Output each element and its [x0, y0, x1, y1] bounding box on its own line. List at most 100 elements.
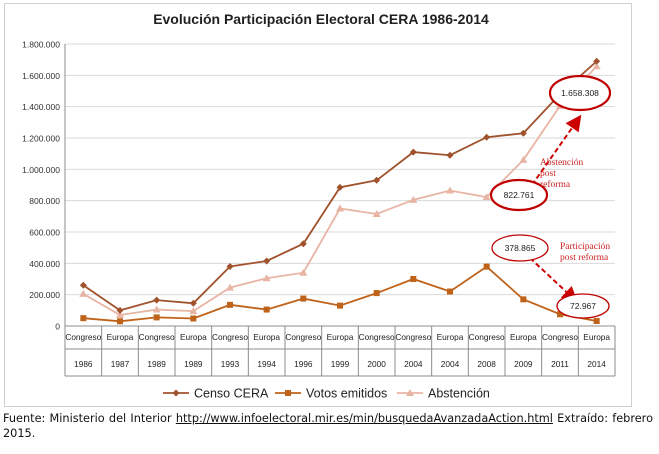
series-abstenci-n: [79, 62, 601, 319]
y-tick-label: 800.000: [29, 196, 60, 206]
label-abst-2014: 1.658.308: [548, 74, 612, 112]
data-point-triangle: [79, 289, 88, 297]
y-tick-label: 0: [55, 322, 60, 332]
category-type-label: Europa: [107, 332, 134, 342]
category-type-label: Congreso: [395, 332, 431, 342]
category-year-label: 1999: [331, 359, 350, 369]
category-type-label: Congreso: [542, 332, 578, 342]
data-point-square: [373, 290, 380, 297]
data-point-triangle: [262, 274, 271, 282]
highlight-value: 72.967: [570, 301, 596, 311]
data-point-diamond: [116, 306, 124, 314]
chart-title: Evolución Participación Electoral CERA 1…: [153, 11, 489, 27]
legend: Censo CERA Votos emitidos Abstención: [163, 387, 490, 401]
chart: Evolución Participación Electoral CERA 1…: [22, 11, 616, 401]
highlight-circle: [548, 74, 612, 112]
source-note: Fuente: Ministerio del Interior http://w…: [3, 411, 653, 441]
category-year-label: 1986: [74, 359, 93, 369]
data-point-diamond: [172, 389, 180, 397]
y-tick-label: 400.000: [29, 259, 60, 269]
data-point-triangle: [482, 193, 491, 201]
data-point-square: [593, 317, 600, 324]
highlight-circle: [556, 293, 610, 319]
category-type-label: Europa: [180, 332, 207, 342]
y-tick-label: 1.400.000: [22, 102, 60, 112]
data-point-triangle: [372, 209, 381, 217]
label-votos-2014: 72.967: [556, 293, 610, 319]
category-year-label: 2004: [404, 359, 423, 369]
data-point-square: [483, 263, 490, 270]
category-year-label: 2014: [587, 359, 606, 369]
category-year-label: 1994: [257, 359, 276, 369]
data-point-triangle: [299, 268, 308, 276]
series-line: [83, 265, 597, 323]
data-point-square: [337, 302, 343, 309]
category-type-label: Europa: [327, 332, 354, 342]
note-line: reforma: [540, 179, 571, 190]
chart-frame: Evolución Participación Electoral CERA 1…: [4, 3, 632, 407]
data-point-diamond: [409, 148, 417, 156]
y-tick-label: 1.600.000: [22, 71, 60, 81]
category-year-label: 2008: [477, 359, 496, 369]
category-type-label: Europa: [253, 332, 280, 342]
category-type-label: Europa: [583, 332, 610, 342]
note-line: Abstención: [540, 158, 584, 168]
data-point-square: [153, 314, 160, 321]
label-abst-2008: 822.761: [489, 178, 549, 212]
legend-label: Votos emitidos: [306, 387, 387, 401]
data-point-triangle: [519, 155, 528, 163]
data-point-square: [227, 301, 233, 308]
highlight-value: 822.761: [504, 190, 535, 200]
highlight-value: 1.658.308: [561, 88, 599, 98]
data-point-diamond: [446, 151, 454, 159]
data-point-square: [285, 390, 291, 396]
data-point-square: [557, 311, 563, 318]
participation-note: Participación post reforma: [560, 242, 610, 263]
category-type-label: Congreso: [359, 332, 395, 342]
highlight-circle: [491, 234, 549, 262]
highlight-value: 378.865: [505, 243, 536, 253]
data-point-triangle: [336, 204, 344, 212]
category-type-label: Congreso: [65, 332, 101, 342]
category-year-label: 2011: [551, 359, 569, 369]
label-votos-2008: 378.865: [491, 234, 549, 262]
legend-item-votos-emitidos: Votos emitidos: [275, 387, 387, 401]
y-tick-label: 1.800.000: [22, 40, 60, 50]
abstention-arrow: [531, 114, 582, 186]
data-point-triangle: [446, 186, 454, 194]
series-votos-emitidos: [80, 263, 600, 325]
legend-item-abstenci-n: Abstención: [397, 387, 490, 401]
data-point-diamond: [483, 133, 491, 141]
data-point-triangle: [592, 62, 601, 70]
data-point-triangle: [226, 283, 234, 291]
data-point-square: [410, 276, 417, 282]
source-suffix: Extraído: febrero 2015.: [3, 412, 653, 440]
y-tick-label: 600.000: [29, 228, 60, 238]
category-type-label: Europa: [510, 332, 537, 342]
data-point-square: [117, 318, 123, 325]
data-point-diamond: [519, 129, 527, 137]
category-year-label: 1993: [221, 359, 240, 369]
legend-label: Abstención: [428, 387, 490, 401]
data-point-diamond: [189, 299, 197, 307]
data-point-square: [300, 295, 307, 302]
note-line: post reforma: [560, 252, 609, 263]
category-year-label: 2009: [514, 359, 533, 369]
source-link[interactable]: http://www.infoelectoral.mir.es/min/busq…: [175, 412, 553, 425]
category-type-label: Congreso: [139, 332, 175, 342]
data-point-square: [263, 306, 270, 313]
highlight-circle: [489, 178, 549, 212]
data-point-triangle: [152, 305, 161, 313]
abstention-note: Abstención post reforma: [540, 158, 584, 190]
y-axis-ticks: 0 200.000 400.000 600.000 800.000 1.000.000 1.…: [22, 40, 60, 332]
gridlines: [64, 43, 615, 327]
data-point-triangle: [409, 195, 418, 203]
data-point-diamond: [263, 257, 271, 265]
category-type-label: Congreso: [212, 332, 248, 342]
note-line: post: [540, 169, 556, 179]
data-point-diamond: [593, 57, 601, 65]
x-axis-categories: Congreso 1986 Europa 1987 Congreso 1989 Europa…: [64, 326, 616, 377]
category-year-label: 1987: [111, 359, 130, 369]
data-point-triangle: [406, 389, 414, 396]
